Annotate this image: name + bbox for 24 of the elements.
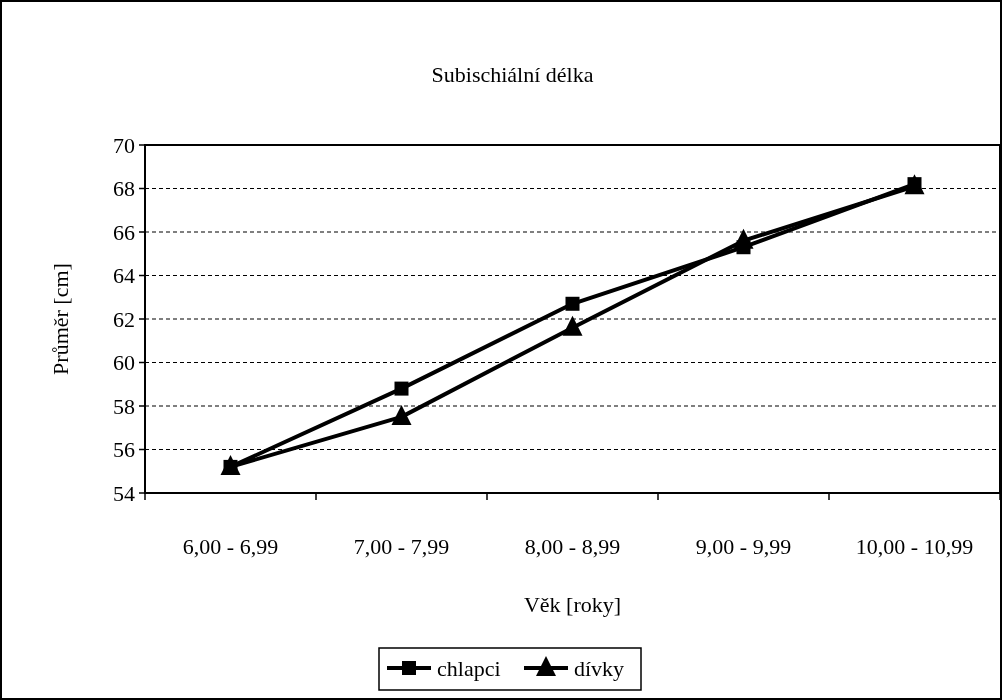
x-tick-label: 9,00 - 9,99 xyxy=(695,534,792,559)
y-tick-label: 56 xyxy=(113,437,135,463)
y-tick-label: 58 xyxy=(113,393,135,419)
x-tick-label: 7,00 - 7,99 xyxy=(353,534,450,559)
y-tick-label: 68 xyxy=(113,176,135,202)
y-tick-label: 54 xyxy=(113,480,135,506)
x-tick-label: 10,00 - 10,99 xyxy=(855,534,974,559)
y-tick-label: 60 xyxy=(113,350,135,376)
x-axis-title: Věk [roky] xyxy=(523,592,622,617)
point xyxy=(562,315,583,336)
x-tick-label: 6,00 - 6,99 xyxy=(182,534,279,559)
point xyxy=(736,240,751,255)
chart-title: Subischiální délka xyxy=(431,62,594,87)
point xyxy=(394,381,409,396)
legend-label: dívky xyxy=(574,655,625,681)
y-axis-title: Průměr [cm] xyxy=(48,263,73,375)
x-tick-label: 8,00 - 8,99 xyxy=(524,534,621,559)
y-tick-label: 66 xyxy=(113,219,135,245)
point xyxy=(391,404,412,425)
y-tick-label: 62 xyxy=(113,306,135,332)
y-tick-label: 70 xyxy=(113,132,135,158)
y-tick-label: 64 xyxy=(113,263,135,289)
point xyxy=(565,296,580,311)
legend-label: chlapci xyxy=(437,655,501,681)
